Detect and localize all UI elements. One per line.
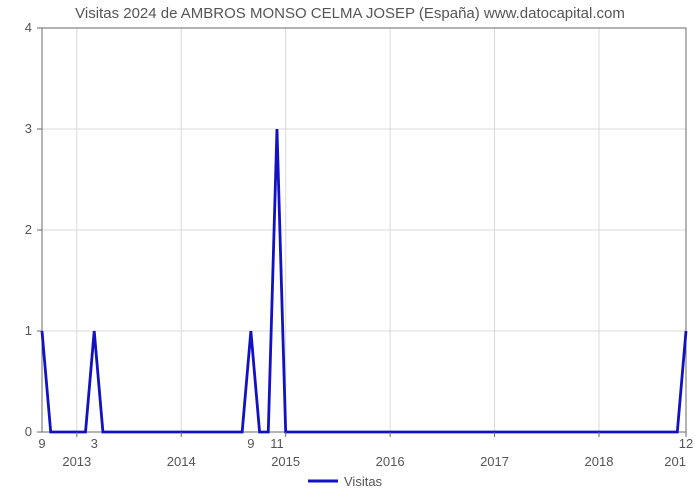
x-year-label: 201: [664, 454, 686, 469]
y-tick-label: 3: [25, 121, 32, 136]
x-year-label: 2015: [271, 454, 300, 469]
chart-container: Visitas 2024 de AMBROS MONSO CELMA JOSEP…: [0, 0, 700, 500]
y-tick-label: 0: [25, 424, 32, 439]
x-data-label: 9: [38, 436, 45, 451]
chart-svg: 012349391112201320142015201620172018201V…: [0, 0, 700, 500]
x-year-label: 2017: [480, 454, 509, 469]
x-data-label: 9: [247, 436, 254, 451]
chart-title: Visitas 2024 de AMBROS MONSO CELMA JOSEP…: [0, 5, 700, 22]
x-year-label: 2014: [167, 454, 196, 469]
x-data-label: 12: [679, 436, 693, 451]
x-year-label: 2018: [585, 454, 614, 469]
x-data-label: 11: [270, 436, 284, 451]
x-year-label: 2016: [376, 454, 405, 469]
y-tick-label: 2: [25, 222, 32, 237]
y-tick-label: 1: [25, 323, 32, 338]
legend-label: Visitas: [344, 474, 383, 489]
y-tick-label: 4: [25, 20, 32, 35]
x-year-label: 2013: [62, 454, 91, 469]
x-data-label: 3: [91, 436, 98, 451]
